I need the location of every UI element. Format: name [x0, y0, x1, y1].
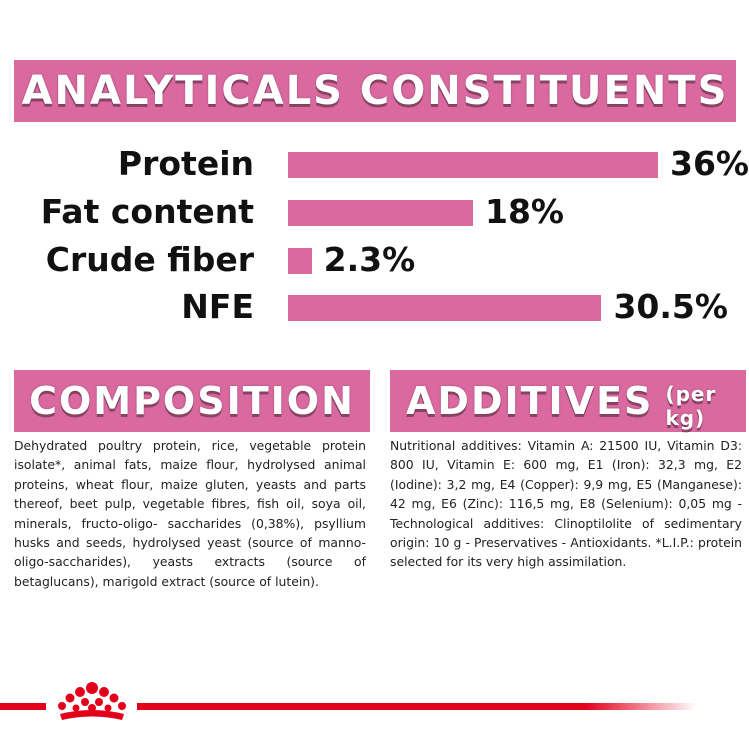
analytical-constituents-banner: ANALYTICALS CONSTITUENTS	[14, 60, 736, 122]
composition-title: COMPOSITION	[29, 379, 355, 423]
composition-banner: COMPOSITION	[14, 370, 370, 432]
analytical-constituents-title: ANALYTICALS CONSTITUENTS	[21, 68, 729, 114]
row-value: 36%	[670, 144, 749, 183]
row-label: Protein	[117, 144, 254, 183]
additives-text: Nutritional additives: Vitamin A: 21500 …	[390, 438, 742, 570]
additives-title: ADDITIVES	[406, 379, 654, 423]
row-bar	[288, 295, 602, 321]
row-label: Fat content	[40, 192, 254, 231]
additives-subtitle: (per kg)	[665, 382, 717, 430]
row-bar	[288, 248, 312, 274]
footer-line-left	[0, 703, 46, 710]
additives-banner: ADDITIVES (per kg)	[390, 370, 746, 432]
row-bar	[288, 200, 473, 226]
row-label: Crude fiber	[45, 240, 254, 279]
row-bar	[288, 152, 658, 178]
row-value: 18%	[485, 192, 564, 231]
row-label: NFE	[181, 287, 254, 326]
composition-text: Dehydrated poultry protein, rice, vegeta…	[14, 438, 366, 589]
row-value: 2.3%	[323, 240, 416, 279]
row-value: 30.5%	[613, 287, 728, 326]
royal-canin-crown-icon	[58, 682, 126, 720]
footer-line-right	[137, 703, 697, 710]
